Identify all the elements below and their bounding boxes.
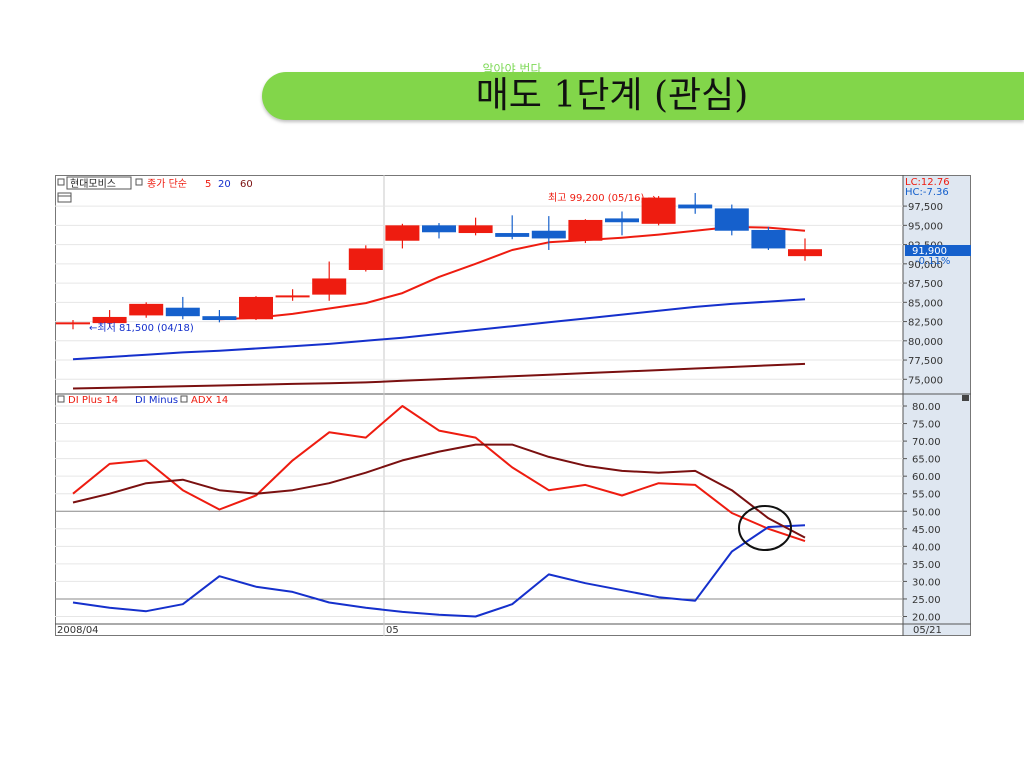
indicator-legend-icon (57, 395, 65, 403)
di-plus-label: DI Plus 14 (68, 395, 118, 406)
indicator-tick-label: 45.00 (912, 525, 941, 536)
price-tick-label: 97,500 (908, 202, 943, 213)
crossover-circle (738, 505, 792, 551)
date-label-start: 2008/04 (57, 625, 99, 636)
indicator-tick-label: 20.00 (912, 612, 941, 623)
indicator-lines (72, 405, 806, 618)
lc-value: LC:12.76 (905, 177, 950, 188)
candle-body (92, 316, 127, 324)
ma-period-20: 20 (218, 179, 231, 190)
candle-body (202, 316, 237, 321)
date-label-last: 05/21 (913, 625, 942, 636)
indicator-tick-label: 65.00 (912, 455, 941, 466)
candle-body (458, 225, 493, 234)
indicator-tick-label: 25.00 (912, 595, 941, 606)
candle-body (56, 322, 90, 325)
candle-body (678, 204, 713, 209)
candlesticks (56, 193, 822, 330)
indicator-tick-label: 35.00 (912, 560, 941, 571)
candle-body (239, 296, 273, 320)
ma20-line (72, 298, 806, 361)
candle-body (531, 230, 566, 239)
slide-title: 매도 1단계 (관심) (475, 75, 749, 116)
indicator-tick-label: 80.00 (912, 402, 941, 413)
candle-body (422, 225, 456, 233)
indicator-scale-icon[interactable] (962, 395, 969, 401)
price-tick-label: 80,000 (908, 337, 943, 348)
moving-averages (72, 225, 806, 390)
price-tick-label: 77,500 (908, 356, 943, 367)
ma-period-5: 5 (205, 179, 211, 190)
price-tick-label: 82,500 (908, 318, 943, 329)
grid-lines (55, 205, 903, 617)
adx-line (72, 443, 806, 539)
high-annotation: 최고 99,200 (05/16) → (548, 192, 656, 204)
ma5-line (219, 225, 806, 321)
di-plus-line (72, 405, 806, 543)
price-tag (905, 245, 971, 256)
di-minus-line (72, 524, 806, 618)
indicator-tick-label: 70.00 (912, 437, 941, 448)
ma-legend-label: 종가 단순 (147, 178, 187, 190)
hc-value: HC:-7.36 (905, 187, 949, 198)
price-tick-label: 85,000 (908, 298, 943, 309)
stock-name: 현대모비스 (70, 178, 116, 190)
indicator-tick-label: 75.00 (912, 420, 941, 431)
adx-label: ADX 14 (191, 395, 228, 406)
price-tick-label: 87,500 (908, 279, 943, 290)
candle-body (605, 218, 639, 223)
indicator-tick-label: 30.00 (912, 577, 941, 588)
date-label-may: 05 (386, 625, 399, 636)
candle-body (348, 248, 383, 270)
candle-body (385, 225, 420, 241)
stock-menu-icon[interactable] (57, 178, 65, 186)
candle-body (714, 208, 749, 231)
candle-body (312, 278, 347, 295)
ma60-line (72, 362, 806, 390)
ma-period-60: 60 (240, 179, 253, 190)
indicator-tick-label: 40.00 (912, 542, 941, 553)
ma-legend-icon (135, 178, 143, 186)
table-icon[interactable] (57, 192, 72, 203)
stock-name-box[interactable] (66, 176, 132, 190)
indicator-tick-label: 60.00 (912, 472, 941, 483)
candle-body (788, 249, 822, 257)
candle-body (568, 219, 603, 241)
candle-body (641, 197, 676, 224)
price-tag-change: -0.11% (915, 256, 950, 267)
price-tag-value: 91,900 (912, 246, 947, 257)
indicator-tick-label: 50.00 (912, 507, 941, 518)
candle-body (129, 303, 164, 316)
title-banner (262, 72, 1024, 120)
candle-body (275, 295, 310, 298)
low-annotation: ←최저 81,500 (04/18) (89, 322, 194, 334)
price-tick-label: 95,000 (908, 221, 943, 232)
candle-body (495, 233, 530, 237)
di-minus-label: DI Minus (135, 395, 178, 406)
candle-body (751, 229, 786, 249)
indicator-tick-label: 55.00 (912, 490, 941, 501)
chart-frame (55, 175, 971, 636)
stock-chart: 97,50095,00092,50090,00087,50085,00082,5… (55, 175, 971, 636)
price-tick-label: 75,000 (908, 375, 943, 386)
price-tick-label: 90,000 (908, 260, 943, 271)
adx-legend-icon (180, 395, 188, 403)
candle-body (165, 307, 200, 317)
